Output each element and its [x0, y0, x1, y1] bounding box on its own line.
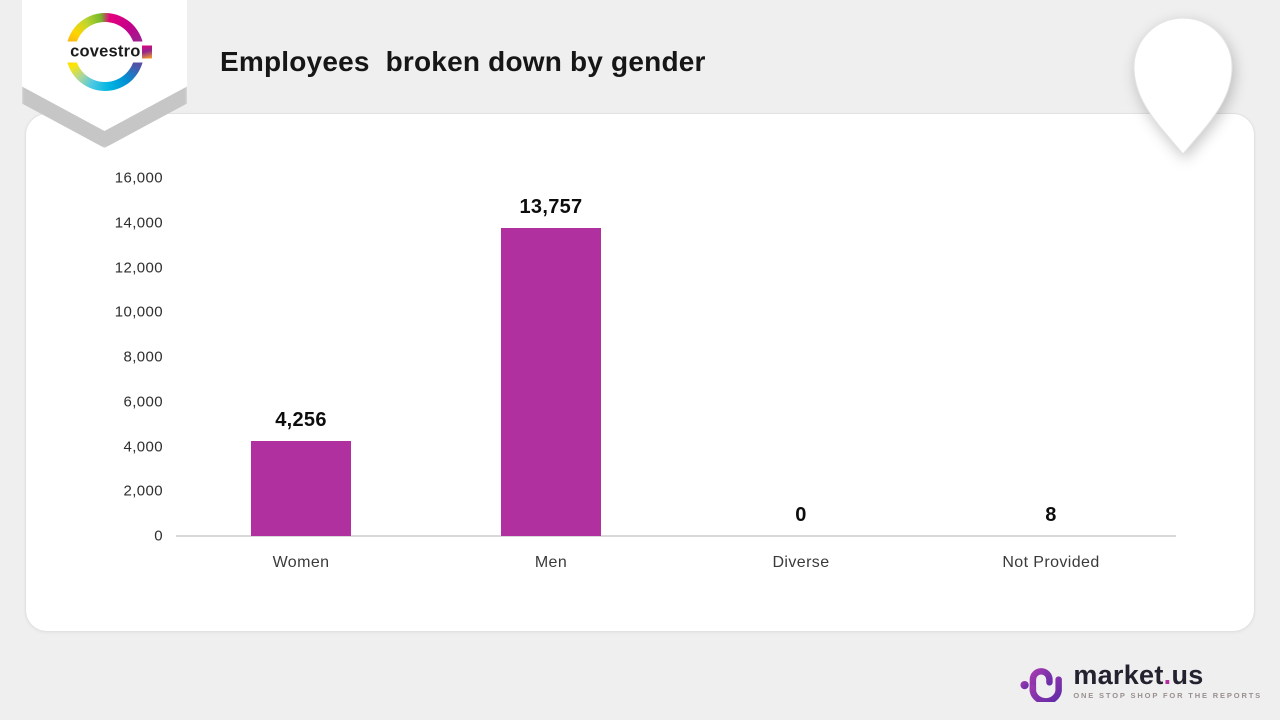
- bar-group-men: 13,757 Men: [426, 178, 676, 571]
- covestro-wordmark: covestro: [62, 41, 152, 63]
- category-label: Diverse: [772, 554, 830, 571]
- category-label: Not Provided: [1002, 554, 1100, 571]
- y-tick-label: 16,000: [114, 169, 163, 187]
- y-tick-label: 10,000: [114, 303, 163, 321]
- brand-dot: .: [1163, 660, 1172, 691]
- bar-value-label: 0: [795, 504, 807, 526]
- y-axis: 0 2,000 4,000 6,000 8,000 10,000 12,000 14,000 1…: [26, 170, 163, 545]
- category-label: Men: [534, 554, 568, 571]
- x-axis-line: [176, 535, 1176, 537]
- chart-card: 0 2,000 4,000 6,000 8,000 10,000 12,000 14,000 1…: [25, 113, 1255, 632]
- covestro-badge: covestro: [22, 0, 187, 152]
- y-tick-label: 0: [154, 527, 163, 545]
- bar-group-women: 4,256 Women: [176, 178, 426, 571]
- bar-men: [501, 228, 601, 536]
- bar-value-label: 4,256: [275, 409, 327, 431]
- category-label: Women: [272, 554, 330, 571]
- bar-group-diverse: 0 Diverse: [676, 178, 926, 571]
- plot-area: 4,256 Women 13,757 Men 0 Diverse 8 Not Provided: [176, 178, 1176, 571]
- y-tick-label: 14,000: [114, 214, 163, 232]
- marketus-logo: market.us ONE STOP SHOP FOR THE REPORTS: [1020, 659, 1262, 702]
- page-title: Employees broken down by gender: [220, 46, 706, 77]
- bar-group-not-provided: 8 Not Provided: [926, 178, 1176, 571]
- marketus-icon: [1020, 664, 1064, 702]
- location-pin-icon: [1133, 17, 1233, 155]
- badge-ribbon: covestro: [22, 0, 187, 131]
- covestro-logo-text: covestro: [70, 42, 141, 61]
- y-tick-label: 6,000: [123, 393, 163, 411]
- covestro-logo-square-icon: [141, 45, 152, 59]
- bar-value-label: 13,757: [519, 196, 583, 218]
- marketus-text: market.us ONE STOP SHOP FOR THE REPORTS: [1073, 661, 1262, 700]
- covestro-logo: covestro: [62, 13, 152, 91]
- y-tick-label: 4,000: [123, 438, 163, 455]
- y-tick-label: 2,000: [123, 482, 163, 500]
- marketus-name: market.us: [1073, 661, 1262, 689]
- y-tick-label: 8,000: [123, 348, 163, 366]
- brand-suffix: us: [1171, 660, 1204, 691]
- marketus-tagline: ONE STOP SHOP FOR THE REPORTS: [1073, 690, 1262, 700]
- bar-value-label: 8: [1045, 504, 1057, 526]
- bar-women: [251, 441, 351, 536]
- brand-main: market: [1073, 660, 1164, 691]
- bar-chart: 0 2,000 4,000 6,000 8,000 10,000 12,000 14,000 1…: [26, 114, 1254, 631]
- y-tick-label: 12,000: [114, 259, 163, 276]
